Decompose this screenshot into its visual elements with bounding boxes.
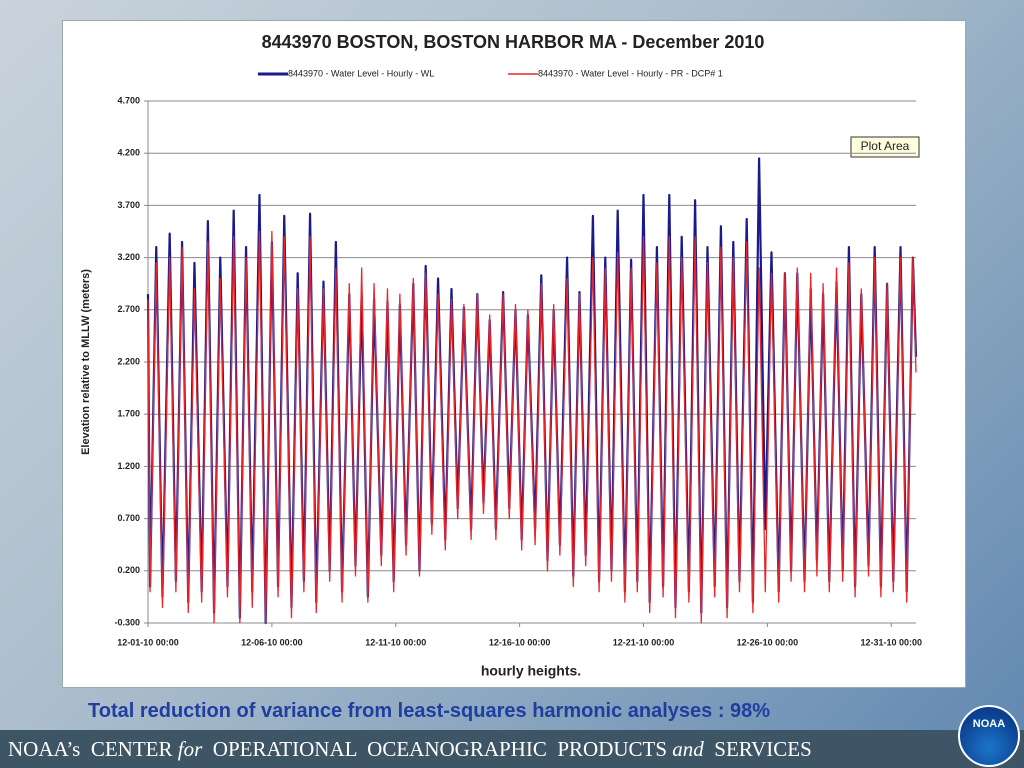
legend-label: 8443970 - Water Level - Hourly - WL [288,68,434,78]
y-tick-label: 4.700 [117,95,140,105]
legend-label: 8443970 - Water Level - Hourly - PR - DC… [538,68,723,78]
x-tick-label: 12-31-10 00:00 [860,637,922,647]
y-tick-label: 0.700 [117,513,140,523]
y-tick-label: 3.700 [117,200,140,210]
x-axis-label: hourly heights. [481,663,581,679]
y-axis-label: Elevation relative to MLLW (meters) [80,269,92,455]
x-tick-label: 12-01-10 00:00 [117,637,179,647]
chart: 8443970 BOSTON, BOSTON HARBOR MA - Decem… [80,32,922,679]
y-tick-label: -0.300 [114,617,140,627]
y-tick-label: 2.200 [117,356,140,366]
x-tick-label: 12-21-10 00:00 [613,637,675,647]
y-tick-label: 0.200 [117,565,140,575]
chart-title: 8443970 BOSTON, BOSTON HARBOR MA - Decem… [262,32,765,52]
caption: Total reduction of variance from least-s… [88,700,771,722]
series-line [146,157,918,625]
x-tick-label: 12-06-10 00:00 [241,637,303,647]
footer: NOAA’s CENTER for OPERATIONAL OCEANOGRAP… [0,730,1024,768]
series-line [147,230,917,624]
annotation-box [850,136,920,158]
logo: NOAA [958,705,1020,767]
y-tick-label: 1.200 [117,461,140,471]
x-tick-label: 12-11-10 00:00 [365,637,426,647]
footer-text: for [177,737,203,761]
footer-text: OPERATIONAL OCEANOGRAPHIC PRODUCTS [202,737,673,761]
chart-frame: 8443970 BOSTON, BOSTON HARBOR MA - Decem… [62,20,966,688]
y-tick-label: 3.200 [117,252,140,262]
y-tick-label: 4.200 [117,148,140,158]
footer-text: NOAA’s CENTER [8,737,178,761]
annotation: Plot Area [861,139,910,153]
footer-text: SERVICES [703,737,812,761]
x-tick-label: 12-26-10 00:00 [737,637,799,647]
footer-text: and [672,737,704,761]
x-tick-label: 12-16-10 00:00 [489,637,551,647]
y-tick-label: 1.700 [117,409,140,419]
y-tick-label: 2.700 [117,304,140,314]
